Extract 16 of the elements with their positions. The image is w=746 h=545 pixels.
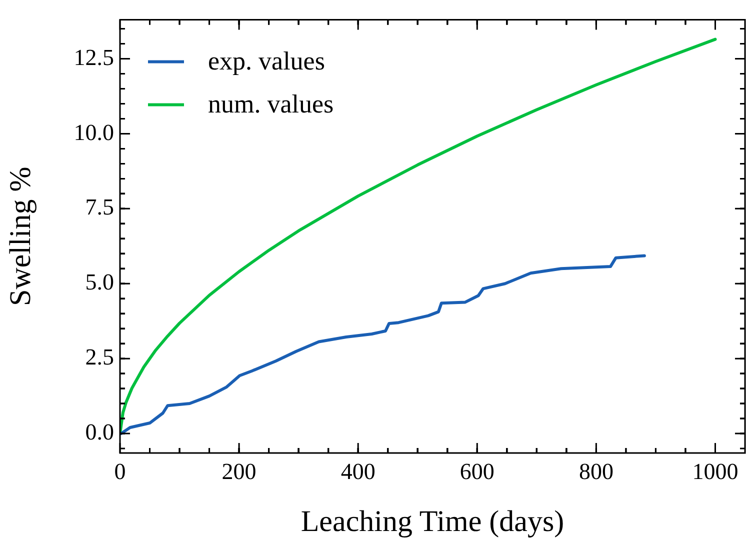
y-tick-label: 12.5 — [74, 44, 114, 70]
legend-label: num. values — [208, 90, 334, 119]
x-tick-label: 800 — [578, 458, 614, 484]
y-axis-title: Swelling % — [4, 166, 37, 306]
x-tick-label: 400 — [340, 458, 376, 484]
x-axis-title: Leaching Time (days) — [300, 504, 564, 538]
legend-label: exp. values — [208, 46, 325, 76]
y-tick-label: 0.0 — [85, 420, 114, 445]
x-tick-label: 1000 — [692, 458, 738, 484]
x-tick-label: 200 — [222, 458, 256, 484]
y-tick-label: 5.0 — [85, 270, 114, 295]
y-tick-label: 2.5 — [85, 344, 114, 370]
x-tick-label: 0 — [114, 458, 126, 484]
y-tick-label: 7.5 — [85, 194, 114, 220]
x-tick-label: 600 — [460, 458, 494, 484]
y-tick-label: 10.0 — [74, 120, 114, 145]
